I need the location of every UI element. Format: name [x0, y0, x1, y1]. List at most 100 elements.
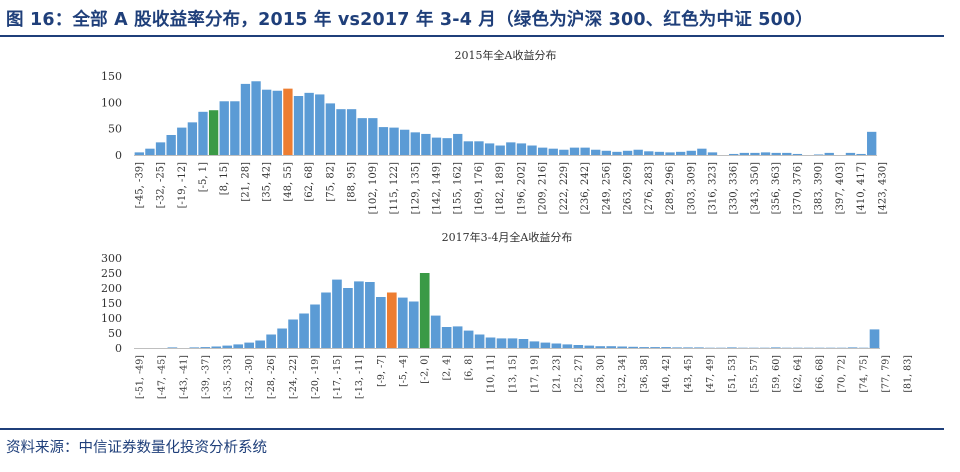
bar: [251, 81, 261, 155]
x-tick-label: [-35, -33]: [222, 355, 233, 399]
bar: [824, 152, 834, 155]
x-tick-label: [182, 189]: [495, 162, 506, 214]
bar: [686, 150, 696, 155]
bar: [177, 127, 187, 155]
bar: [675, 151, 686, 155]
x-tick-label: [25, 27]: [573, 355, 584, 393]
bar: [485, 337, 496, 348]
x-tick-label: [303, 309]: [686, 162, 697, 214]
x-tick-label: [75, 82]: [325, 162, 336, 202]
bar: [321, 292, 331, 348]
bar: [408, 301, 419, 348]
x-tick-label: [47, 49]: [705, 355, 716, 393]
bar: [527, 145, 537, 155]
bar: [166, 134, 176, 155]
bar: [606, 346, 617, 348]
bar: [452, 326, 463, 348]
y-tick-label: 150: [101, 297, 122, 310]
bar: [283, 88, 293, 155]
bar: [506, 142, 516, 155]
x-tick-label: [142, 149]: [432, 162, 443, 214]
bar: [654, 151, 665, 155]
bar: [760, 152, 771, 155]
y-tick-label: 0: [115, 149, 122, 162]
bar: [410, 132, 420, 155]
bar: [431, 137, 442, 155]
bar: [240, 83, 251, 155]
bar: [548, 148, 558, 155]
x-tick-label: [21, 28]: [240, 162, 251, 202]
bar: [727, 347, 737, 348]
x-tick-label: [102, 109]: [368, 162, 379, 214]
bar: [617, 346, 628, 348]
bar: [368, 118, 378, 155]
y-tick-label: 300: [101, 252, 122, 265]
bar: [770, 347, 781, 348]
x-tick-label: [66, 68]: [815, 355, 826, 393]
source-note: 资料来源：中信证券数量化投资分析系统: [6, 440, 267, 456]
bar: [628, 346, 638, 348]
x-tick-label: [-13, -11]: [354, 355, 365, 399]
y-tick-label: 200: [101, 282, 122, 295]
bar: [551, 343, 562, 348]
bar: [813, 154, 824, 155]
bar: [262, 89, 272, 155]
y-tick-label: 100: [101, 96, 122, 109]
bar: [357, 118, 367, 155]
x-tick-label: [129, 135]: [410, 162, 421, 214]
bar: [665, 152, 675, 155]
bar: [354, 281, 364, 348]
bar: [484, 143, 495, 155]
bar: [272, 90, 282, 155]
bar: [739, 152, 749, 155]
x-tick-label: [32, 34]: [617, 355, 628, 393]
bar: [299, 313, 309, 348]
x-tick-label: [-2, 0]: [420, 355, 431, 384]
title-divider: [0, 35, 944, 37]
figure-title: 图 16：全部 A 股收益率分布，2015 年 vs2017 年 3-4 月（绿…: [6, 10, 814, 30]
x-tick-label: [316, 323]: [707, 162, 718, 214]
bar: [255, 340, 265, 348]
bar: [562, 344, 573, 348]
bar: [591, 149, 601, 155]
bar: [707, 152, 718, 155]
bar: [266, 334, 276, 348]
bar: [332, 279, 342, 348]
chart-1-plot: 0 50 100 150 [-45, -39] [-32, -25] [-19, -12] […: [101, 70, 888, 214]
bar: [869, 329, 880, 348]
y-tick-label: 250: [101, 267, 122, 280]
bar: [573, 345, 584, 348]
bar: [622, 150, 633, 155]
footer-divider: [0, 428, 944, 430]
x-tick-label: [55, 57]: [749, 355, 760, 393]
x-tick-label: [81, 83]: [902, 355, 913, 393]
bar: [540, 342, 551, 348]
bar: [365, 282, 375, 348]
bar: [750, 152, 760, 155]
bar: [782, 152, 792, 155]
x-tick-label: [59, 60]: [771, 355, 782, 393]
bar: [198, 111, 208, 155]
y-tick-label: 50: [108, 327, 122, 340]
bar: [601, 150, 612, 155]
bar: [537, 147, 548, 155]
x-tick-label: [-47, -45]: [156, 355, 167, 399]
x-tick-label: [70, 72]: [837, 355, 848, 393]
bar: [288, 319, 298, 348]
x-tick-label: [289, 296]: [665, 162, 676, 214]
bar: [507, 338, 518, 348]
bar: [389, 127, 399, 155]
x-tick-label: [-17, -15]: [332, 355, 343, 399]
bar: [378, 127, 389, 155]
bar: [453, 133, 463, 155]
bar: [430, 315, 441, 348]
bar: [496, 338, 507, 348]
x-tick-label: [13, 15]: [507, 355, 518, 393]
bar: [187, 122, 198, 155]
x-tick-label: [236, 242]: [580, 162, 591, 214]
bar: [650, 347, 660, 348]
x-tick-label: [36, 38]: [639, 355, 650, 393]
bar: [346, 109, 357, 155]
x-tick-label: [-20, -19]: [310, 355, 321, 399]
x-tick-label: [397, 403]: [835, 162, 846, 214]
